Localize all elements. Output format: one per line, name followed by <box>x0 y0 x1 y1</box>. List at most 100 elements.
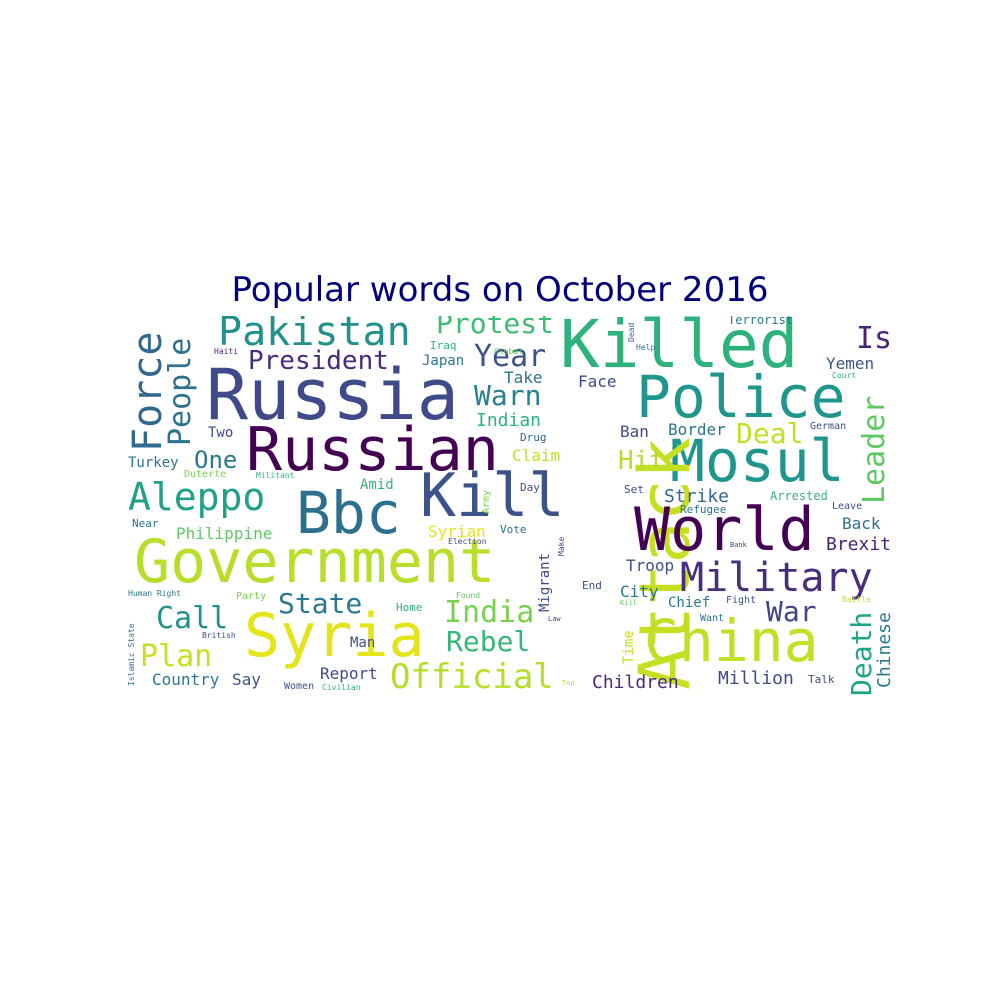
word-court: Court <box>832 371 857 380</box>
word-kill: Kill <box>420 461 565 531</box>
word-killed: Killed <box>560 316 799 383</box>
word-death: Death <box>845 611 878 696</box>
word-million: Million <box>718 668 794 689</box>
word-iraq: Iraq <box>430 339 457 352</box>
word-set: Set <box>624 483 644 496</box>
word-near: Near <box>132 517 159 530</box>
word-face: Face <box>578 372 617 391</box>
word-militant: Militant <box>256 471 295 480</box>
word-philippine: Philippine <box>176 524 273 543</box>
word-bbc: Bbc <box>296 479 401 547</box>
word-yemen: Yemen <box>826 354 875 373</box>
word-syrian: Syrian <box>428 522 486 541</box>
word-hit: Hit <box>618 446 665 476</box>
word-women: Women <box>284 681 315 692</box>
word-cloud: Russia Russian Killed Police Mosul Attac… <box>124 316 894 700</box>
word-migrant: Migrant <box>537 552 553 612</box>
word-army: Army <box>481 489 492 514</box>
word-mosul: Mosul <box>670 427 845 495</box>
word-global: Global <box>494 347 523 356</box>
word-plan: Plan <box>140 639 213 674</box>
word-kill-small: Kill <box>620 599 637 607</box>
word-brexit: Brexit <box>826 534 892 555</box>
word-bank: Bank <box>730 541 747 549</box>
word-chinese: Chinese <box>874 612 894 688</box>
word-people: People <box>163 337 198 446</box>
word-city: City <box>620 582 659 601</box>
word-isi: Isi <box>856 321 894 356</box>
word-government: Government <box>134 527 496 597</box>
word-civilian: Civilian <box>322 683 361 692</box>
chart-title: Popular words on October 2016 <box>231 270 769 310</box>
word-ban: Ban <box>620 422 649 441</box>
word-party: Party <box>236 591 267 602</box>
word-man: Man <box>350 635 376 651</box>
word-children: Children <box>592 672 679 693</box>
word-warn: Warn <box>474 379 542 412</box>
word-battle: Battle <box>842 595 871 604</box>
word-german: German <box>810 421 847 432</box>
word-leave: Leave <box>832 501 863 512</box>
word-report: Report <box>320 664 378 683</box>
word-back: Back <box>842 514 881 533</box>
word-war: War <box>766 595 817 628</box>
word-china: China <box>644 607 819 675</box>
word-chief: Chief <box>668 595 711 611</box>
word-turkey: Turkey <box>128 455 179 471</box>
word-human-right: Human Right <box>128 589 181 598</box>
word-state: State <box>278 587 363 620</box>
word-force: Force <box>125 331 171 452</box>
word-india: India <box>444 595 535 630</box>
word-year: Year <box>474 339 547 374</box>
word-deal: Deal <box>736 417 804 450</box>
word-home: Home <box>396 601 423 614</box>
word-amid: Amid <box>360 477 394 493</box>
word-time: Time <box>621 630 637 664</box>
word-drug: Drug <box>520 431 547 444</box>
word-border: Border <box>668 420 726 439</box>
word-claim: Claim <box>512 446 561 465</box>
word-law: Law <box>548 615 561 623</box>
word-top: Top <box>562 679 575 687</box>
word-arrested: Arrested <box>770 489 828 503</box>
word-one: One <box>194 446 238 474</box>
word-indian: Indian <box>476 410 542 431</box>
word-dead: Dead <box>627 322 636 342</box>
word-pakistan: Pakistan <box>218 316 411 355</box>
word-police: Police <box>636 363 846 431</box>
word-country: Country <box>152 670 220 689</box>
word-take: Take <box>504 368 543 387</box>
word-troop: Troop <box>626 556 675 575</box>
word-day: Day <box>520 481 540 494</box>
word-terrorist: Terrorist <box>728 316 794 327</box>
word-duterte: Duterte <box>184 469 227 480</box>
word-japan: Japan <box>422 353 465 369</box>
word-end: End <box>582 579 602 592</box>
word-russian: Russian <box>246 415 499 485</box>
word-russia: Russia <box>206 354 459 436</box>
word-syria: Syria <box>244 601 425 671</box>
word-vote: Vote <box>500 523 527 536</box>
word-refugee: Refugee <box>680 503 727 516</box>
word-strike: Strike <box>664 486 730 507</box>
word-rebel: Rebel <box>446 625 531 658</box>
word-official: Official <box>390 657 554 697</box>
word-election: Election <box>448 537 487 546</box>
word-aleppo: Aleppo <box>128 475 266 519</box>
word-world: World <box>634 495 815 565</box>
word-haiti: Haiti <box>214 347 239 356</box>
word-fight: Fight <box>726 595 757 606</box>
word-help: Help <box>636 343 656 352</box>
word-protest: Protest <box>436 316 555 340</box>
word-talk: Talk <box>808 673 835 686</box>
word-say: Say <box>232 670 261 689</box>
word-two: Two <box>208 425 234 441</box>
word-military: Military <box>680 555 873 601</box>
word-want: Want <box>700 613 725 624</box>
word-president: President <box>248 346 389 376</box>
word-islamic-state: Islamic State <box>127 623 136 686</box>
word-call: Call <box>156 601 229 636</box>
word-british: British <box>202 631 236 640</box>
word-leader: Leader <box>857 395 892 504</box>
word-make: Make <box>557 536 566 556</box>
